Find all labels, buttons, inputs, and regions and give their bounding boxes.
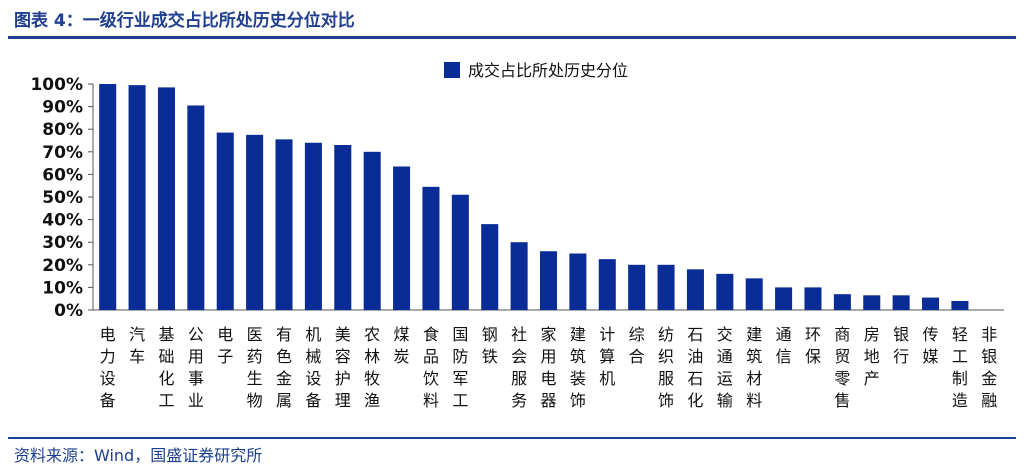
- bar: [569, 253, 587, 310]
- x-tick-label: 综合: [629, 325, 645, 366]
- bar: [863, 295, 881, 310]
- x-tick-label: 美容护理: [335, 325, 351, 410]
- x-tick-label: 非银金融: [981, 325, 997, 410]
- bar: [99, 84, 117, 310]
- x-tick-label: 煤炭: [394, 325, 410, 366]
- bar: [128, 85, 146, 310]
- legend-swatch: [444, 62, 460, 78]
- figure-title: 图表 4：一级行业成交占比所处历史分位对比: [14, 11, 355, 31]
- x-tick-label: 钢铁: [482, 325, 498, 366]
- x-tick-label: 家用电器: [540, 325, 556, 410]
- x-tick-label: 电力设备: [100, 325, 116, 410]
- bar: [539, 251, 558, 310]
- y-tick-label: 40%: [42, 211, 83, 231]
- x-tick-label: 商贸零售: [834, 325, 850, 410]
- bar: [304, 142, 322, 310]
- y-tick-label: 70%: [42, 143, 83, 163]
- x-axis-labels: 电力设备汽车基础化工公用事业电子医药生物有色金属机械设备美容护理农林牧渔煤炭食品…: [100, 325, 998, 410]
- x-tick-label: 公用事业: [188, 325, 204, 410]
- y-axis: 0% 10%20% 30%40% 50% 60%70% 80%90% 100%: [30, 75, 1004, 321]
- bar: [716, 273, 734, 310]
- bar: [775, 287, 793, 310]
- x-tick-label: 农林牧渔: [364, 325, 380, 410]
- bar: [216, 132, 234, 310]
- x-tick-label: 社会服务: [511, 325, 527, 410]
- x-tick-label: 轻工制造: [952, 325, 968, 410]
- bar: [833, 294, 851, 310]
- y-tick-label: 60%: [42, 165, 83, 185]
- footer-rule: [8, 437, 1016, 439]
- legend-label: 成交占比所处历史分位: [468, 61, 628, 80]
- y-tick-label: 50%: [42, 188, 83, 208]
- bar: [451, 194, 469, 310]
- x-tick-label: 房地产: [864, 325, 880, 388]
- chart-legend: 成交占比所处历史分位: [444, 61, 628, 80]
- y-tick-label: 10%: [42, 278, 83, 298]
- bar: [892, 295, 910, 310]
- y-tick-label: 80%: [42, 120, 83, 140]
- header-rule: [8, 36, 1016, 39]
- x-tick-label: 环保: [805, 325, 821, 366]
- bar: [275, 139, 293, 310]
- bar: [157, 87, 175, 310]
- x-tick-label: 建筑材料: [746, 325, 762, 410]
- x-tick-label: 食品饮料: [423, 325, 439, 410]
- bar: [951, 300, 969, 310]
- bar-chart: 成交占比所处历史分位 0% 10%20% 30%40% 50% 60%70% 80%90%…: [30, 61, 1004, 410]
- bar: [481, 224, 499, 310]
- x-tick-label: 交通运输: [717, 325, 733, 410]
- x-tick-label: 银行: [893, 325, 909, 366]
- x-tick-label: 国防军工: [452, 325, 468, 410]
- bar: [393, 166, 411, 310]
- bar: [422, 186, 440, 310]
- x-tick-label: 汽车: [129, 325, 145, 366]
- bar: [598, 259, 616, 310]
- x-tick-label: 传媒: [923, 325, 939, 366]
- x-tick-label: 有色金属: [276, 325, 292, 410]
- y-tick-label: 100%: [30, 75, 83, 95]
- bar: [657, 264, 675, 310]
- x-tick-label: 基础化工: [158, 325, 174, 410]
- bar: [334, 145, 352, 310]
- bar: [804, 287, 822, 310]
- bar: [363, 151, 381, 310]
- bar: [246, 134, 264, 310]
- y-tick-label: 90%: [42, 98, 83, 118]
- x-tick-label: 机械设备: [305, 325, 321, 410]
- bar: [510, 242, 528, 310]
- bar: [187, 105, 205, 310]
- bar: [922, 297, 940, 310]
- y-tick-label: 20%: [42, 256, 83, 276]
- x-tick-label: 石油石化: [687, 325, 703, 410]
- bar: [745, 278, 763, 310]
- x-tick-label: 通信: [776, 325, 792, 366]
- x-tick-label: 医药生物: [247, 325, 263, 410]
- x-tick-label: 纺织服饰: [658, 325, 674, 410]
- bar: [686, 269, 704, 310]
- source-note: 资料来源：Wind，国盛证券研究所: [14, 446, 263, 465]
- bar: [628, 264, 646, 310]
- x-tick-label: 建筑装饰: [570, 325, 586, 410]
- x-tick-label: 计算机: [599, 325, 615, 388]
- y-tick-label: 30%: [42, 233, 83, 253]
- bars: [99, 84, 969, 310]
- x-tick-label: 电子: [217, 325, 233, 366]
- y-tick-label: 0%: [54, 301, 83, 321]
